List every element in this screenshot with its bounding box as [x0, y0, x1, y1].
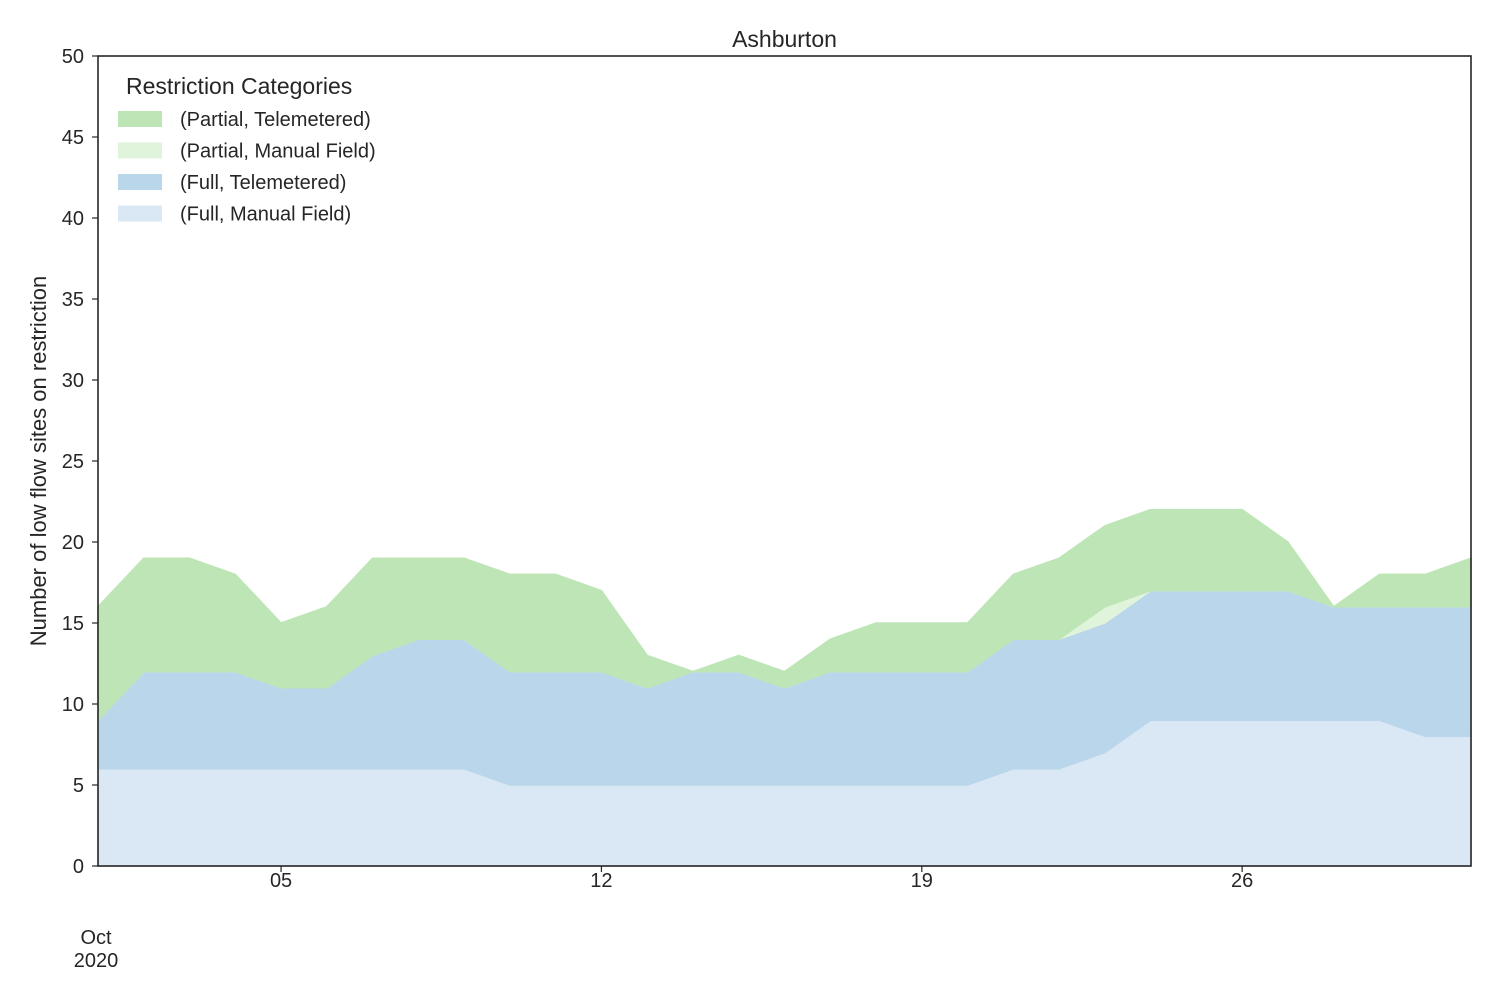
legend: Restriction Categories (Partial, Telemet…: [118, 73, 376, 226]
y-tick-label: 25: [62, 451, 84, 473]
x-tick-label: 19: [911, 870, 933, 892]
y-tick-label: 20: [62, 532, 84, 554]
legend-swatch-partial-telemetered: [118, 111, 162, 127]
y-tick-label: 35: [62, 289, 84, 311]
y-tick-label: 15: [62, 613, 84, 635]
y-tick-label: 5: [73, 775, 84, 797]
stacked-areas: [97, 508, 1472, 867]
legend-label-full-manual-field: (Full, Manual Field): [180, 204, 351, 226]
y-tick-label: 45: [62, 127, 84, 149]
legend-label-partial-manual-field: (Partial, Manual Field): [180, 141, 376, 163]
y-axis: 0 5 10 15 20 25 30 35 40 45 50: [62, 46, 98, 878]
legend-label-full-telemetered: (Full, Telemetered): [180, 172, 346, 194]
legend-label-partial-telemetered: (Partial, Telemetered): [180, 109, 371, 131]
x-axis: 05 12 19 26: [270, 866, 1253, 892]
legend-swatch-full-manual-field: [118, 205, 162, 222]
y-tick-label: 0: [73, 856, 84, 878]
y-tick-label: 40: [62, 208, 84, 230]
x-tick-label: 05: [270, 870, 292, 892]
legend-swatch-full-telemetered: [118, 174, 162, 190]
chart-title: Ashburton: [732, 26, 837, 52]
x-tick-label: 12: [590, 870, 612, 892]
y-tick-label: 10: [62, 694, 84, 716]
legend-swatch-partial-manual-field: [118, 142, 162, 159]
x-month-label: Oct: [80, 927, 112, 949]
legend-title: Restriction Categories: [126, 73, 352, 99]
x-year-label: 2020: [74, 950, 119, 972]
y-tick-label: 30: [62, 370, 84, 392]
y-tick-label: 50: [62, 46, 84, 68]
y-axis-title: Number of low flow sites on restriction: [26, 276, 51, 646]
x-tick-label: 26: [1231, 870, 1253, 892]
